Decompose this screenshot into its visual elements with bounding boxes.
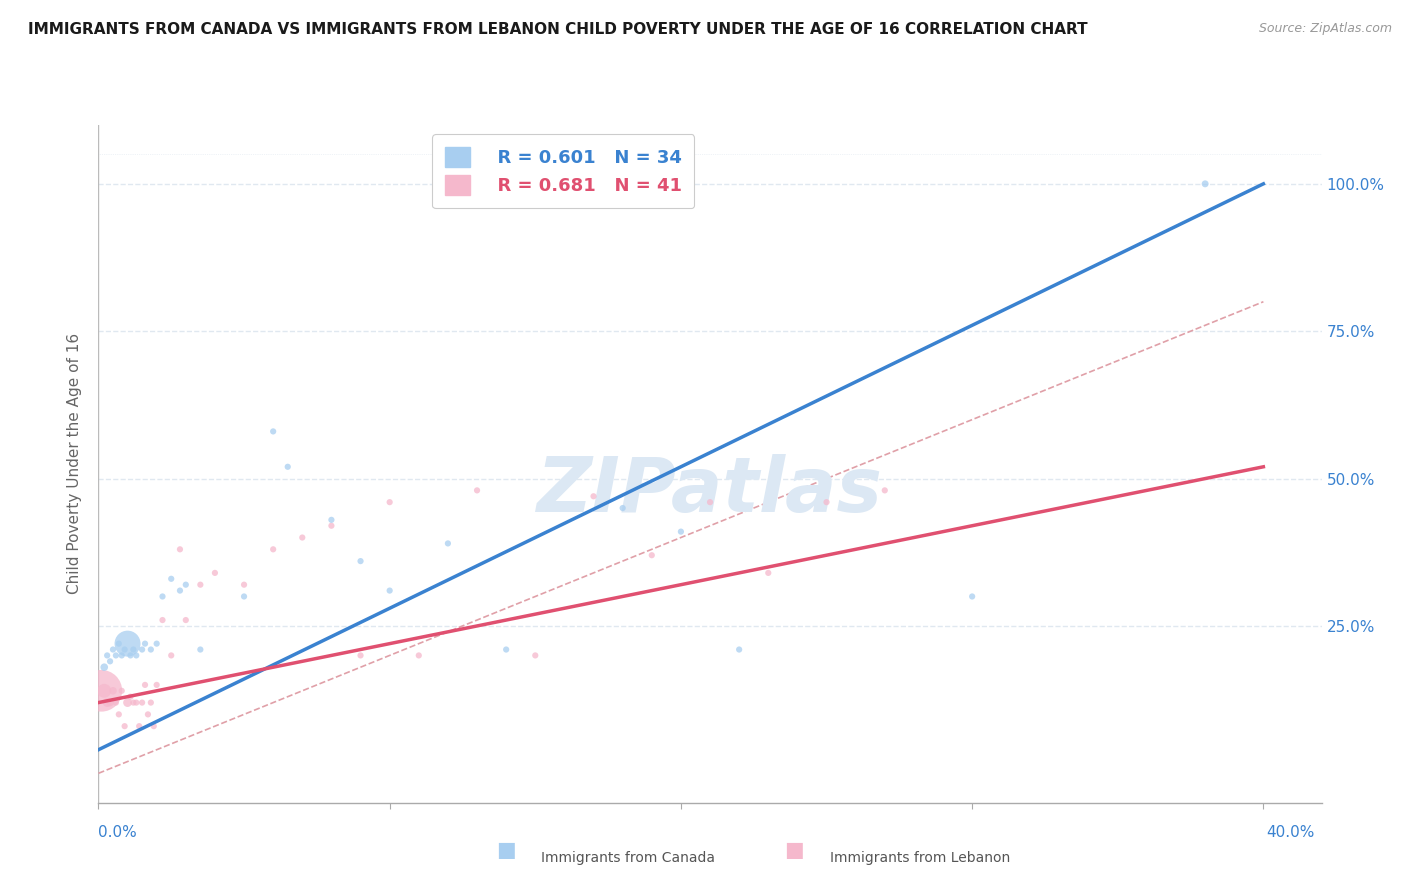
Point xyxy=(321,518,343,533)
Point xyxy=(188,642,212,657)
Point xyxy=(524,648,547,663)
Y-axis label: Child Poverty Under the Age of 16: Child Poverty Under the Age of 16 xyxy=(67,334,83,594)
Point xyxy=(90,683,112,698)
Point xyxy=(145,678,167,692)
Point xyxy=(136,707,159,722)
Point xyxy=(641,548,664,562)
Point xyxy=(117,637,139,651)
Text: 40.0%: 40.0% xyxy=(1267,825,1315,840)
Point xyxy=(873,483,896,498)
Point xyxy=(233,577,256,591)
Point xyxy=(134,637,156,651)
Point xyxy=(669,524,692,539)
Point xyxy=(117,696,139,710)
Point xyxy=(96,696,118,710)
Point xyxy=(104,648,127,663)
Point xyxy=(98,696,121,710)
Point xyxy=(349,648,371,663)
Text: ■: ■ xyxy=(496,840,516,860)
Point xyxy=(233,590,256,604)
Point xyxy=(152,590,174,604)
Point xyxy=(139,642,162,657)
Point xyxy=(96,648,118,663)
Legend:   R = 0.601   N = 34,   R = 0.681   N = 41: R = 0.601 N = 34, R = 0.681 N = 41 xyxy=(432,134,695,208)
Point xyxy=(321,513,343,527)
Point xyxy=(174,613,197,627)
Point xyxy=(108,637,131,651)
Point xyxy=(204,566,226,580)
Point xyxy=(465,483,488,498)
Point xyxy=(114,719,136,733)
Point xyxy=(262,542,284,557)
Point xyxy=(128,719,150,733)
Point xyxy=(612,501,634,516)
Text: Immigrants from Lebanon: Immigrants from Lebanon xyxy=(830,851,1010,865)
Point xyxy=(152,613,174,627)
Point xyxy=(114,642,136,657)
Point xyxy=(93,660,115,674)
Point xyxy=(408,648,430,663)
Point xyxy=(160,648,183,663)
Point xyxy=(495,642,517,657)
Point xyxy=(1194,177,1216,191)
Text: ■: ■ xyxy=(785,840,804,860)
Point xyxy=(188,577,212,591)
Point xyxy=(108,707,131,722)
Point xyxy=(134,678,156,692)
Point xyxy=(437,536,460,550)
Point xyxy=(756,566,779,580)
Point xyxy=(582,489,605,503)
Point xyxy=(98,654,121,668)
Text: 0.0%: 0.0% xyxy=(98,825,138,840)
Point xyxy=(699,495,721,509)
Point xyxy=(120,690,142,704)
Point xyxy=(104,696,127,710)
Text: IMMIGRANTS FROM CANADA VS IMMIGRANTS FROM LEBANON CHILD POVERTY UNDER THE AGE OF: IMMIGRANTS FROM CANADA VS IMMIGRANTS FRO… xyxy=(28,22,1088,37)
Point xyxy=(169,542,191,557)
Point xyxy=(145,637,167,651)
Point xyxy=(93,683,115,698)
Point xyxy=(728,642,751,657)
Text: Immigrants from Canada: Immigrants from Canada xyxy=(541,851,716,865)
Point xyxy=(122,696,145,710)
Point xyxy=(111,683,134,698)
Point xyxy=(101,642,124,657)
Point xyxy=(291,531,314,545)
Point xyxy=(131,642,153,657)
Point xyxy=(131,696,153,710)
Point xyxy=(101,683,124,698)
Point xyxy=(111,648,134,663)
Point xyxy=(125,648,148,663)
Point xyxy=(142,719,165,733)
Point xyxy=(378,583,401,598)
Point xyxy=(262,425,284,439)
Point xyxy=(277,459,299,474)
Point xyxy=(169,583,191,598)
Point xyxy=(160,572,183,586)
Point xyxy=(120,648,142,663)
Point xyxy=(122,642,145,657)
Text: Source: ZipAtlas.com: Source: ZipAtlas.com xyxy=(1258,22,1392,36)
Point xyxy=(378,495,401,509)
Point xyxy=(174,577,197,591)
Text: ZIPatlas: ZIPatlas xyxy=(537,454,883,528)
Point xyxy=(960,590,983,604)
Point xyxy=(139,696,162,710)
Point xyxy=(125,696,148,710)
Point xyxy=(349,554,371,568)
Point xyxy=(815,495,838,509)
